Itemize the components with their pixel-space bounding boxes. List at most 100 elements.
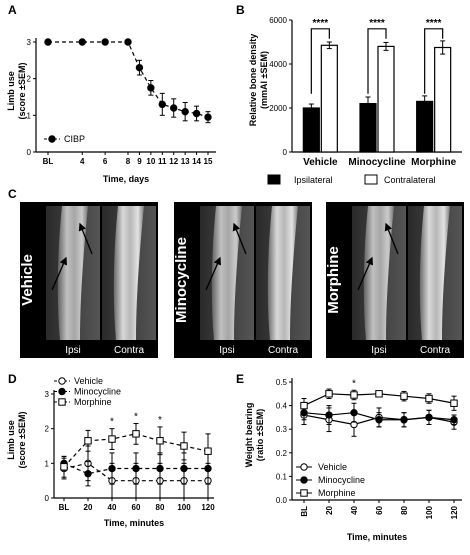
x-tick-label: 14 xyxy=(192,157,201,166)
data-point-cibp xyxy=(204,113,212,121)
y-axis-title: Limb use(score ±SEM) xyxy=(6,63,27,120)
x-axis-title: Time, minutes xyxy=(347,532,407,542)
category-label: Minocycline xyxy=(348,157,406,168)
x-tick-label: 120 xyxy=(201,503,215,512)
x-tick-label: BL xyxy=(43,157,54,166)
y-axis-title: Limb use(score ±SEM) xyxy=(6,412,27,469)
y-axis-title-line: Limb use xyxy=(6,71,16,111)
x-tick-label: 8 xyxy=(126,157,131,166)
lesion-arrow xyxy=(205,256,221,291)
x-tick-label: 10 xyxy=(146,157,155,166)
y-axis-title-line: (mmAl ±SEM) xyxy=(259,51,269,109)
x-tick-label: BL xyxy=(59,503,70,512)
legend-marker-minocycline xyxy=(58,387,66,396)
y-tick-label: 1 xyxy=(27,111,32,120)
y-tick-label: 2 xyxy=(45,425,50,434)
panel-letter-b: B xyxy=(236,3,245,17)
panel-d: D 0 1 2 3 BL 20 40 60 80 100 120 Limb use(score ±SE… xyxy=(6,372,215,528)
side-label: Contra xyxy=(420,345,450,356)
bone-shape xyxy=(363,206,394,340)
y-tick-label: 3 xyxy=(27,38,32,47)
legend-label-minocycline: Minocycline xyxy=(74,387,121,397)
x-tick-label: 6 xyxy=(103,157,108,166)
bar-ipsilateral-minocycline xyxy=(359,102,377,153)
x-tick-label: 13 xyxy=(181,157,190,166)
category-label: Morphine xyxy=(411,157,456,168)
panel-letter-e: E xyxy=(236,372,244,386)
data-point-morphine xyxy=(325,390,333,398)
significance-star: * xyxy=(110,417,114,428)
legend-label-morphine: Morphine xyxy=(318,488,356,498)
significance-bracket xyxy=(310,28,330,94)
data-point-cibp xyxy=(170,104,178,112)
data-point-morphine xyxy=(132,430,140,438)
legend-marker-morphine xyxy=(300,489,308,497)
bar-contralateral-minocycline xyxy=(377,45,395,153)
significance-star: * xyxy=(352,378,356,389)
data-point-morphine xyxy=(375,390,383,398)
significance-stars: **** xyxy=(313,18,329,29)
data-point-cibp xyxy=(124,38,132,46)
lesion-arrow xyxy=(384,222,399,255)
legend-marker-cibp xyxy=(48,135,56,143)
xray-bone-ipsi: Ipsi xyxy=(352,206,406,356)
x-tick-label: 12 xyxy=(169,157,178,166)
lesion-arrow xyxy=(232,222,247,255)
xray-bone-contra: Contra xyxy=(102,206,156,356)
x-tick-label: 11 xyxy=(158,157,167,166)
data-point-morphine xyxy=(425,394,433,403)
y-tick-label: 4000 xyxy=(269,60,287,69)
legend-label-cibp: CIBP xyxy=(64,134,85,144)
x-tick-label: 4 xyxy=(80,157,85,166)
data-point-cibp xyxy=(181,107,189,116)
data-point-minocycline xyxy=(450,416,458,424)
legend-marker-vehicle xyxy=(300,463,308,471)
significance-star: * xyxy=(158,415,162,426)
lesion-arrow xyxy=(78,222,93,255)
x-tick-label: 40 xyxy=(108,503,117,512)
bar-ipsilateral-vehicle xyxy=(302,107,320,153)
category-label: Vehicle xyxy=(303,157,338,168)
xray-bone-contra: Contra xyxy=(408,206,462,356)
xray-image-minocycline: Minocycline Ipsi Contra xyxy=(173,202,312,358)
y-axis-title-line: Relative bone density xyxy=(248,34,258,127)
y-tick-label: 0.5 xyxy=(276,378,288,387)
x-tick-label: 20 xyxy=(84,503,93,512)
data-point-morphine xyxy=(400,392,408,400)
panel-letter-a: A xyxy=(8,3,17,17)
legend: CIBP xyxy=(44,134,85,144)
y-axis-title: Relative bone density(mmAl ±SEM) xyxy=(248,34,269,127)
bar-contralateral-morphine xyxy=(434,46,452,153)
xray-bone-ipsi: Ipsi xyxy=(46,206,100,356)
legend-label-vehicle: Vehicle xyxy=(74,376,103,386)
y-tick-label: 0.3 xyxy=(276,425,288,434)
x-tick-label: 9 xyxy=(137,157,142,166)
y-tick-label: 0.0 xyxy=(276,496,288,505)
x-tick-label: 60 xyxy=(375,505,384,514)
legend-swatch-contralateral xyxy=(364,174,378,185)
x-tick-label: 60 xyxy=(132,503,141,512)
data-point-minocycline xyxy=(400,416,408,424)
legend-label-vehicle: Vehicle xyxy=(318,462,347,472)
bone-shape xyxy=(419,206,450,340)
side-label: Ipsi xyxy=(371,345,387,356)
data-point-morphine xyxy=(84,437,92,445)
panel-letter-d: D xyxy=(8,372,17,386)
bone-shape xyxy=(211,206,242,340)
legend-swatch-ipsilateral xyxy=(267,174,281,185)
side-label: Contra xyxy=(114,345,144,356)
treatment-label: Minocycline xyxy=(173,237,190,323)
y-tick-label: 0.1 xyxy=(276,472,288,481)
y-axis-title-line: (score ±SEM) xyxy=(17,63,27,120)
y-tick-label: 2 xyxy=(27,75,32,84)
lesion-arrow xyxy=(357,256,373,291)
data-point-minocycline xyxy=(325,411,333,419)
bar-contralateral-vehicle xyxy=(320,44,338,153)
series-line-cibp xyxy=(48,41,209,118)
y-axis-title-line: (ratio ±SEM) xyxy=(255,409,265,461)
significance-stars: **** xyxy=(369,18,385,29)
